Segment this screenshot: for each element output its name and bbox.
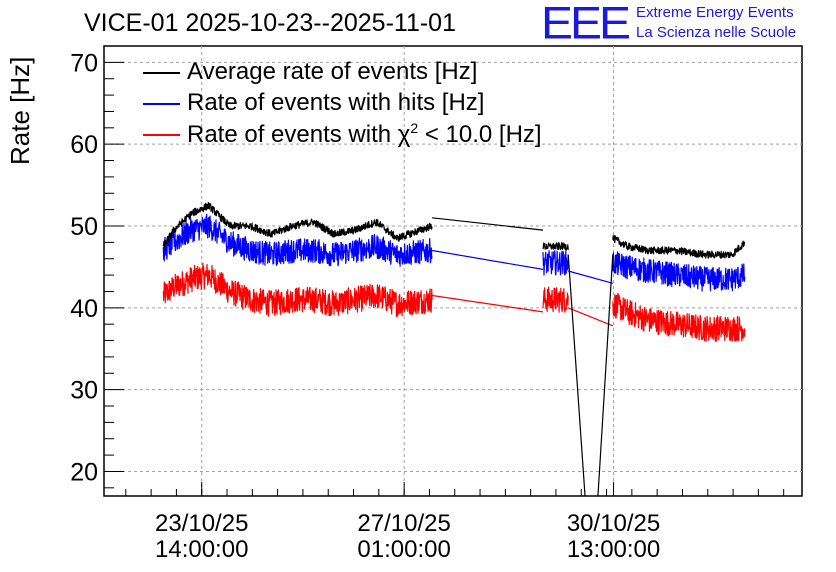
series-line-segment <box>567 254 614 496</box>
series-line-segment <box>612 292 746 342</box>
legend-chi2-post: < 10.0 [Hz] <box>418 121 542 148</box>
x-tick-label-date: 23/10/25 <box>155 510 248 537</box>
legend-label-hits: Rate of events with hits [Hz] <box>187 89 485 116</box>
brand-line-1: Extreme Energy Events <box>636 4 794 21</box>
x-tick-label-time: 14:00:00 <box>155 536 248 563</box>
eee-logo: EEE <box>541 0 631 49</box>
series-average <box>162 202 745 496</box>
series-line-segment <box>162 262 433 318</box>
plot-frame <box>103 45 803 497</box>
x-tick-label-date: 27/10/25 <box>357 510 450 537</box>
x-tick-label-date: 30/10/25 <box>567 510 660 537</box>
y-tick-label: 60 <box>70 131 98 159</box>
series-line-segment <box>542 286 569 313</box>
y-tick-label: 20 <box>70 458 98 486</box>
legend-swatch-average <box>143 72 180 74</box>
series-line-segment <box>568 270 613 284</box>
series-line-segment <box>612 251 746 292</box>
y-tick-label: 40 <box>70 295 98 323</box>
grid-lines <box>104 46 802 496</box>
y-tick-label: 70 <box>70 49 98 77</box>
y-axis-label: Rate [Hz] <box>5 56 35 165</box>
series-group <box>162 202 746 496</box>
series-line-segment <box>431 249 544 270</box>
legend-label-average: Average rate of events [Hz] <box>187 58 478 85</box>
series-line-segment <box>567 307 614 327</box>
series-line-segment <box>542 242 569 251</box>
series-line-segment <box>542 250 569 276</box>
series-line-segment <box>432 217 544 231</box>
legend-chi2-symbol: χ <box>397 121 411 148</box>
x-tick-label-time: 01:00:00 <box>357 536 450 563</box>
series-line-segment <box>162 202 433 249</box>
y-tick-label: 30 <box>70 377 98 405</box>
series-line-segment <box>162 213 433 267</box>
legend-swatch-chi2 <box>143 134 180 136</box>
series-line-segment <box>432 294 544 313</box>
y-tick-label: 50 <box>70 213 98 241</box>
legend-label-chi2: Rate of events with χ2 < 10.0 [Hz] <box>187 120 542 149</box>
series-chi2 <box>162 262 746 342</box>
legend-chi2-exponent: 2 <box>410 120 419 136</box>
legend-chi2-pre: Rate of events with <box>187 121 398 148</box>
brand-text: Extreme Energy Events La Scienza nelle S… <box>636 3 796 43</box>
legend-swatch-hits <box>143 103 180 105</box>
chart-title: VICE-01 2025-10-23--2025-11-01 <box>84 9 456 37</box>
x-tick-label-time: 13:00:00 <box>567 536 660 563</box>
series-hits <box>162 213 746 292</box>
brand-line-2: La Scienza nelle Scuole <box>636 24 797 41</box>
series-line-segment <box>612 235 745 259</box>
